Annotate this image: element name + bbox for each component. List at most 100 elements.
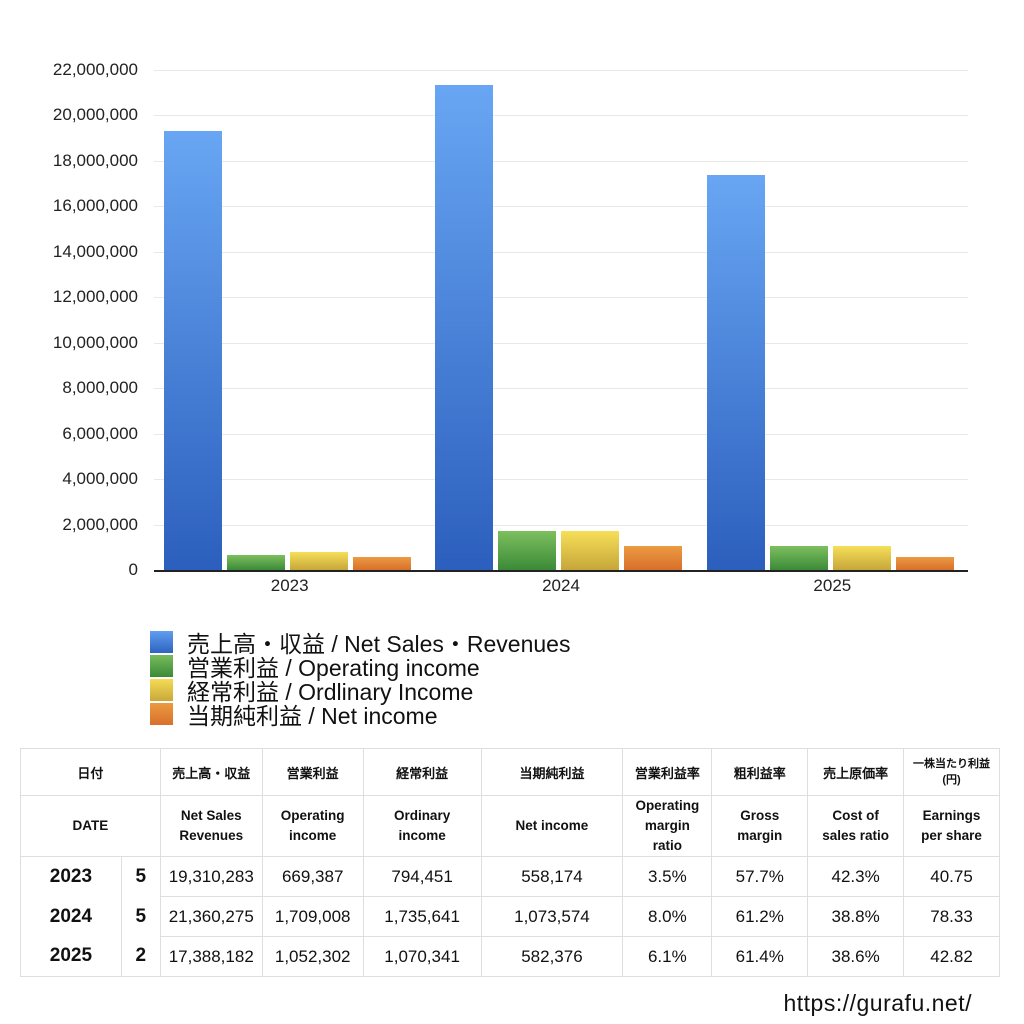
legend-item-ordinary-income: 経常利益 / Ordlinary Income [150,678,570,705]
bar-2023-series-1 [227,554,285,570]
table-row-2025: 2025 2 17,388,182 1,052,302 1,070,341 58… [20,936,1000,977]
cell-cost-ratio: 38.6% [807,936,905,977]
header-eps-en: Earnings per share [903,795,1000,857]
header-gross-margin-en: Gross margin [711,795,809,857]
cell-net: 558,174 [480,856,624,897]
table-row-2023: 2023 5 19,310,283 669,387 794,451 558,17… [20,856,1000,897]
bar-2024-series-1 [498,531,557,570]
legend-label: 当期純利益 / Net income [187,703,438,729]
header-date-en: DATE [20,795,161,857]
legend-swatch-orange [150,703,173,725]
header-operating-en: Operating income [261,795,364,857]
cell-op-margin: 8.0% [622,896,713,937]
y-tick-label: 8,000,000 [62,378,138,398]
cell-eps: 78.33 [903,896,1000,937]
cell-eps: 42.82 [903,936,1000,977]
y-tick-label: 22,000,000 [52,60,138,79]
y-tick-label: 12,000,000 [52,287,138,307]
cell-cost-ratio: 42.3% [807,856,905,897]
header-sales-jp: 売上高・収益 [159,748,263,796]
cell-sales: 17,388,182 [159,936,263,977]
gridline [154,115,968,117]
legend-label: 経常利益 / Ordlinary Income [187,679,474,705]
bar-2025-series-3 [895,556,954,570]
cell-net: 1,073,574 [480,896,624,937]
legend-item-operating-income: 営業利益 / Operating income [150,654,570,681]
x-tick-label: 2023 [270,576,309,595]
gridline [154,206,968,208]
legend-swatch-yellow [150,679,173,701]
header-gross-margin-jp: 粗利益率 [711,748,809,796]
header-net-en: Net income [480,795,624,857]
row-month: 5 [120,896,161,937]
header-operating-jp: 営業利益 [261,748,364,796]
header-cost-ratio-jp: 売上原価率 [807,748,905,796]
cell-operating: 669,387 [261,856,364,897]
gridline [154,479,968,481]
bar-2023-series-3 [353,557,411,570]
cell-gross-margin: 57.7% [711,856,809,897]
row-month: 2 [120,936,161,977]
bar-2024-series-0 [435,84,494,570]
gridline [154,251,968,253]
y-tick-label: 20,000,000 [52,105,138,125]
cell-operating: 1,709,008 [261,896,364,937]
header-cost-ratio-en: Cost of sales ratio [807,795,905,857]
table-header-jp: 日付 売上高・収益 営業利益 経常利益 当期純利益 営業利益率 粗利益率 売上原… [20,748,1000,796]
cell-gross-margin: 61.4% [711,936,809,977]
y-tick-label: 18,000,000 [52,150,138,170]
bar-2024-series-3 [624,545,683,570]
gridline [154,342,968,344]
header-date-jp: 日付 [20,748,161,796]
legend-item-net-income: 当期純利益 / Net income [150,702,570,729]
header-ordinary-en: Ordinary income [362,795,482,857]
gridline [154,297,968,299]
header-ordinary-jp: 経常利益 [362,748,482,796]
y-tick-label: 14,000,000 [52,241,138,261]
row-year: 2023 [20,856,122,897]
cell-sales: 21,360,275 [159,896,263,937]
bar-chart: 0 2,000,000 4,000,000 6,000,000 8,000,000 10,… [52,60,968,595]
gridline [154,70,968,71]
table-row-2024: 2024 5 21,360,275 1,709,008 1,735,641 1,… [20,896,1000,937]
legend-label: 売上高・収益 / Net Sales・Revenues [187,631,571,657]
header-op-margin-en: Operating margin ratio [622,795,713,857]
gridline [154,160,968,162]
header-sales-en: Net Sales Revenues [159,795,263,857]
bar-2024-series-2 [561,530,620,570]
y-tick-label: 0 [128,560,138,579]
legend-swatch-blue [150,631,173,653]
row-year: 2024 [20,896,122,937]
row-month: 5 [120,856,161,897]
y-tick-label: 4,000,000 [62,469,138,489]
cell-sales: 19,310,283 [159,856,263,897]
gridline [154,524,968,526]
bar-2023-series-2 [290,551,348,570]
legend-swatch-green [150,655,173,677]
cell-op-margin: 6.1% [622,936,713,977]
y-tick-label: 2,000,000 [62,514,138,534]
gridline [154,388,968,390]
header-op-margin-jp: 営業利益率 [622,748,713,796]
cell-ordinary: 794,451 [362,856,482,897]
x-axis-line [154,570,968,572]
cell-ordinary: 1,070,341 [362,936,482,977]
cell-ordinary: 1,735,641 [362,896,482,937]
cell-gross-margin: 61.2% [711,896,809,937]
cell-operating: 1,052,302 [261,936,364,977]
table-header-en: DATE Net Sales Revenues Operating income… [20,795,1000,857]
y-tick-label: 10,000,000 [52,332,138,352]
bar-2025-series-0 [706,174,765,570]
financial-data-table: 日付 売上高・収益 営業利益 経常利益 当期純利益 営業利益率 粗利益率 売上原… [20,748,1000,977]
y-tick-label: 16,000,000 [52,196,138,216]
cell-net: 582,376 [480,936,624,977]
cell-eps: 40.75 [903,856,1000,897]
y-tick-label: 6,000,000 [62,423,138,443]
bar-2023-series-0 [164,131,222,570]
site-url-link[interactable]: https://gurafu.net/ [783,990,972,1016]
header-eps-jp: 一株当たり利益 (円) [903,748,1000,796]
bar-2025-series-2 [832,545,891,570]
legend-label: 営業利益 / Operating income [187,655,480,681]
x-tick-label: 2024 [542,576,580,595]
bar-2025-series-1 [769,546,828,570]
